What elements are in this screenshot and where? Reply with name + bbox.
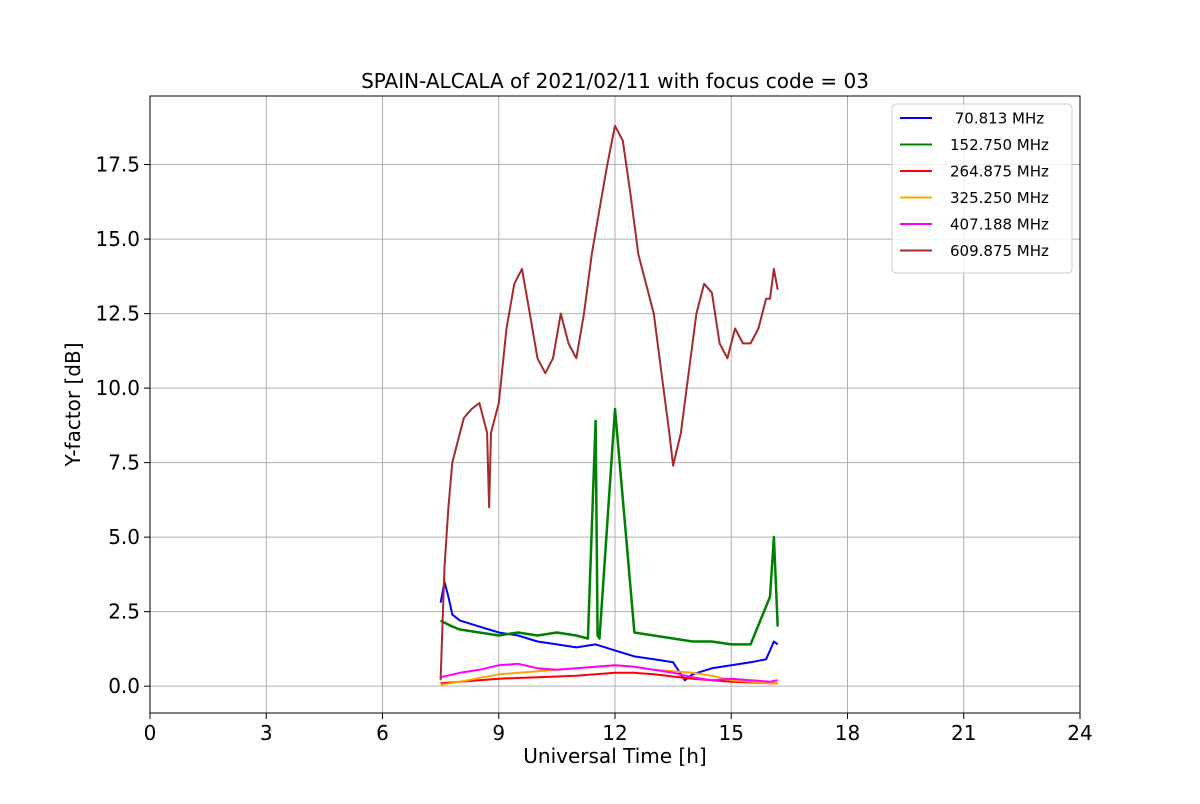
y-axis-label: Y-factor [dB] <box>61 342 85 467</box>
series-line <box>439 580 779 682</box>
series-line <box>440 407 779 646</box>
series-line <box>440 662 778 683</box>
x-tick-label: 21 <box>951 721 976 745</box>
x-axis-label: Universal Time [h] <box>523 744 706 768</box>
series-line <box>439 124 779 681</box>
y-tick-label: 10.0 <box>95 376 140 400</box>
chart-title: SPAIN-ALCALA of 2021/02/11 with focus co… <box>361 69 869 93</box>
series-layer <box>439 124 779 686</box>
x-tick-label: 6 <box>376 721 389 745</box>
legend-label: 609.875 MHz <box>950 242 1049 260</box>
legend-box <box>891 103 1073 274</box>
y-tick-label: 2.5 <box>108 600 140 624</box>
y-tick-label: 5.0 <box>108 525 140 549</box>
x-tick-label: 3 <box>260 721 273 745</box>
legend: 70.813 MHz 152.750 MHz 264.875 MHz 325.250 … <box>891 103 1073 274</box>
y-tick-label: 15.0 <box>95 227 140 251</box>
x-tick-label: 0 <box>144 721 157 745</box>
legend-label: 70.813 MHz <box>950 110 1044 128</box>
x-tick-label: 12 <box>602 721 627 745</box>
y-tick-label: 17.5 <box>95 153 140 177</box>
legend-label: 325.250 MHz <box>950 189 1049 207</box>
x-tick-label: 9 <box>492 721 505 745</box>
x-tick-label: 15 <box>719 721 744 745</box>
y-tick-label: 0.0 <box>108 674 140 698</box>
axis-ticks: 0 3 6 9 12 15 18 21 24 0.0 2.5 5.0 7.5 10.0 12.5 15.0 17… <box>95 153 1092 745</box>
legend-label: 264.875 MHz <box>950 163 1049 181</box>
legend-label: 152.750 MHz <box>950 136 1049 154</box>
y-tick-label: 12.5 <box>95 302 140 326</box>
x-tick-label: 18 <box>835 721 860 745</box>
x-tick-label: 24 <box>1067 721 1092 745</box>
series-line <box>440 671 778 685</box>
y-tick-label: 7.5 <box>108 451 140 475</box>
legend-label: 407.188 MHz <box>950 216 1049 234</box>
